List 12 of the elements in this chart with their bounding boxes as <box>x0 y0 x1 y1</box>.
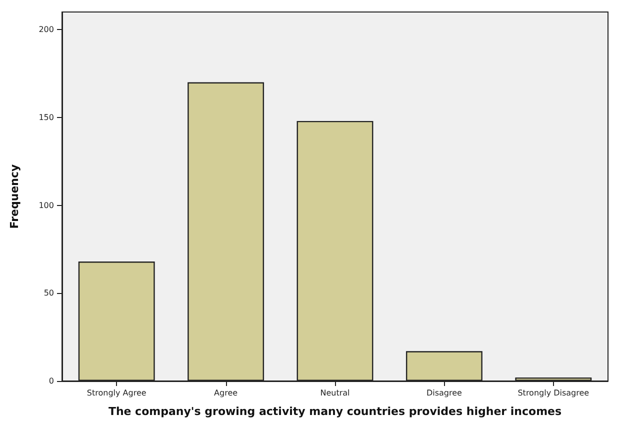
y-tick-label: 100 <box>38 200 54 210</box>
x-tick-label: Strongly Agree <box>86 388 146 398</box>
y-tick-label: 0 <box>48 376 54 386</box>
x-tick-label: Disagree <box>426 388 462 398</box>
x-axis-title: The company's growing activity many countries provides higher incomes <box>108 405 562 418</box>
x-tick-label: Strongly Disagree <box>518 388 590 398</box>
y-tick-label: 150 <box>38 112 54 122</box>
y-axis-title: Frequency <box>8 164 21 229</box>
y-tick-label: 200 <box>38 25 54 34</box>
x-tick-label: Agree <box>214 388 238 398</box>
x-tick-label: Neutral <box>320 388 350 398</box>
y-tick-label: 50 <box>44 288 54 298</box>
